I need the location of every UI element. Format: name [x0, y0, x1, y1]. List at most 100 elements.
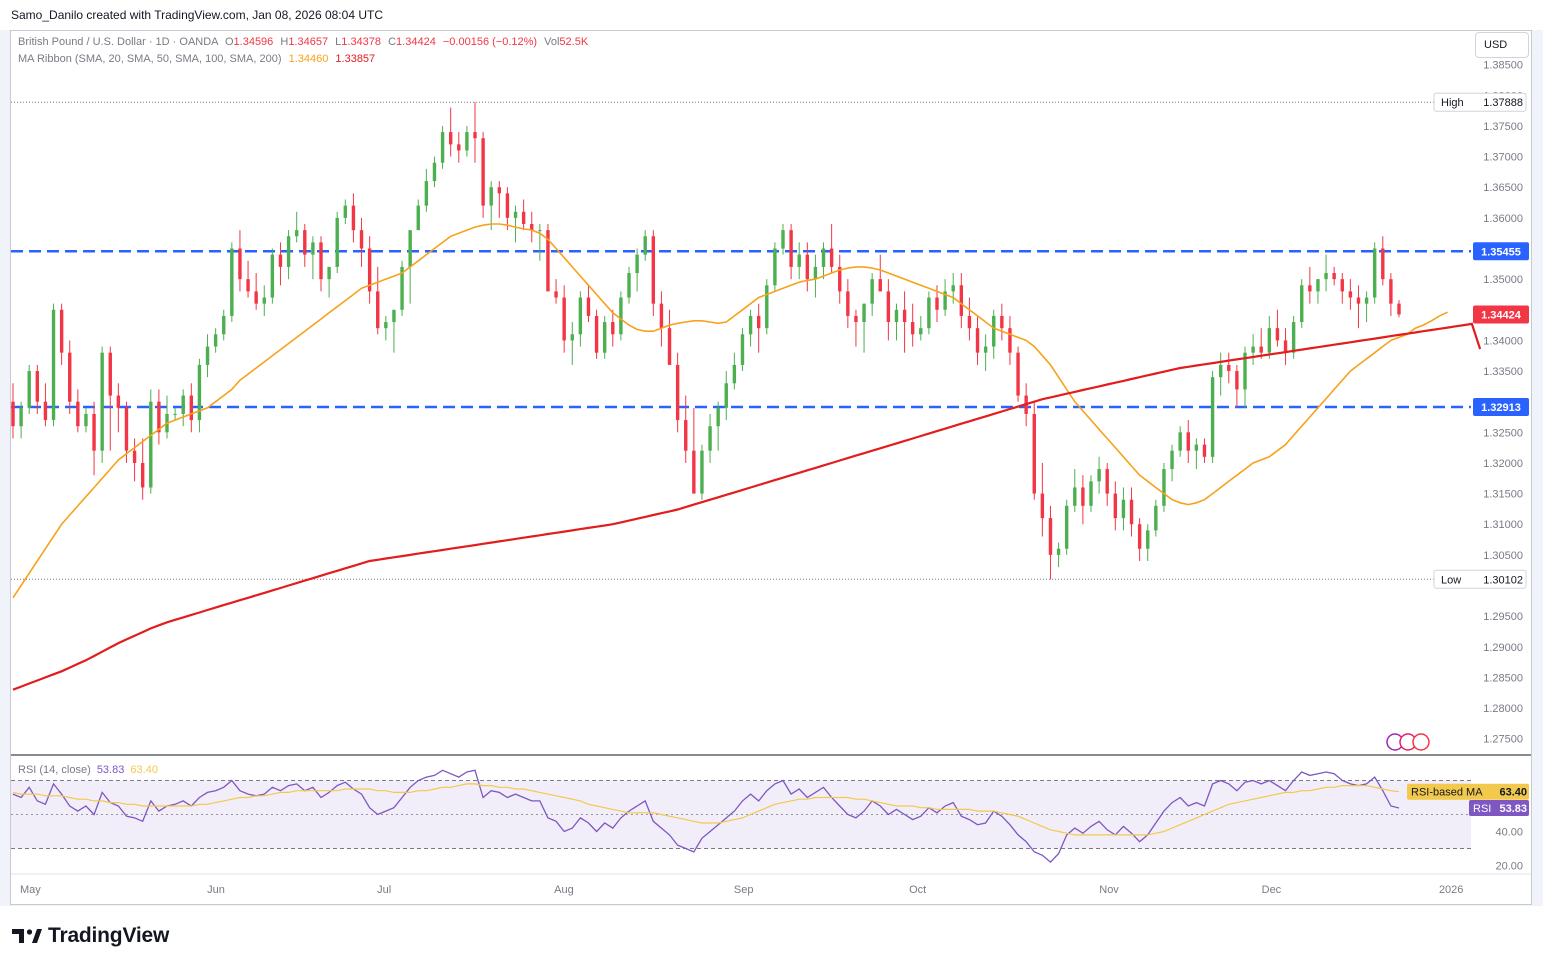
- candle-body: [756, 315, 761, 329]
- candle-body: [546, 230, 550, 292]
- candle-body: [92, 413, 96, 451]
- candle-body: [1008, 328, 1012, 353]
- candle-body: [594, 315, 599, 353]
- candle-body: [11, 401, 15, 427]
- ma-title: MA Ribbon (SMA, 20, SMA, 50, SMA, 100, S…: [18, 53, 282, 65]
- event-flag-icon: [1412, 733, 1430, 751]
- tradingview-logo[interactable]: TradingView: [12, 924, 169, 948]
- vol-value: 52.5K: [559, 36, 589, 48]
- candle-body: [384, 322, 388, 329]
- candle-body: [1340, 279, 1344, 292]
- chart-frame[interactable]: 1.385001.380001.375001.370001.365001.360…: [10, 30, 1532, 905]
- price-tick-label: 1.28500: [1483, 672, 1523, 684]
- candle-body: [35, 371, 40, 402]
- price-axis-label: 1.32913: [1481, 402, 1521, 414]
- rsi-ma-axis-value: 63.40: [1499, 787, 1527, 799]
- time-axis-label: Aug: [554, 884, 574, 896]
- axes: 1.385001.380001.375001.370001.365001.360…: [11, 60, 1531, 896]
- candle-body: [1162, 469, 1166, 506]
- candle-body: [457, 144, 461, 151]
- chart-canvas[interactable]: 1.385001.380001.375001.370001.365001.360…: [11, 31, 1531, 904]
- candle-body: [862, 303, 866, 323]
- candle-body: [635, 254, 639, 274]
- rsi-axis-label-box: [1469, 799, 1529, 816]
- candle-body: [1032, 413, 1036, 494]
- candle-body: [124, 407, 129, 451]
- candle-body: [262, 297, 266, 304]
- candle-body: [538, 230, 542, 232]
- candle-body: [586, 297, 591, 316]
- candle-body: [1089, 481, 1093, 506]
- candle-body: [197, 364, 202, 421]
- candle-body: [1348, 291, 1353, 298]
- candle-body: [1235, 371, 1239, 390]
- price-tick-label: 1.37000: [1483, 152, 1523, 164]
- candle-body: [1064, 505, 1069, 549]
- candle-body: [505, 193, 510, 218]
- candle-body: [1105, 469, 1109, 494]
- candle-body: [1356, 297, 1361, 304]
- candle-body: [1081, 487, 1085, 506]
- price-tick-label: 1.33500: [1483, 366, 1523, 378]
- candle-body: [1372, 248, 1377, 298]
- candle-body: [230, 248, 234, 316]
- candle-body: [983, 346, 988, 353]
- candle-body: [959, 285, 964, 316]
- currency-button[interactable]: USD: [1475, 32, 1529, 58]
- rsi-value: 53.83: [96, 764, 125, 776]
- rsi-pane: [11, 769, 1471, 863]
- low-value: 1.34378: [341, 36, 382, 48]
- price-tick-label: 1.36000: [1483, 213, 1523, 225]
- price-axis-label-box: [1473, 305, 1529, 324]
- footer: [0, 906, 1543, 966]
- candle-body: [140, 462, 145, 488]
- candle-body: [1397, 303, 1401, 315]
- candle-body: [84, 413, 88, 427]
- price-pane: [11, 101, 1482, 751]
- candle-body: [149, 401, 153, 488]
- candle-body: [684, 420, 688, 451]
- candle-body: [1251, 346, 1255, 353]
- candle-body: [51, 309, 56, 421]
- candle-body: [513, 211, 518, 218]
- candle-body: [400, 266, 404, 310]
- candle-body: [1097, 469, 1101, 482]
- time-axis-label: Jul: [377, 884, 391, 896]
- candle-body: [465, 132, 469, 151]
- close-value: 1.34424: [396, 36, 436, 48]
- candle-body: [943, 291, 947, 310]
- candle-body: [108, 352, 112, 396]
- time-axis-label: 2026: [1439, 884, 1463, 896]
- change-value: −0.00156 (−0.12%): [442, 36, 538, 48]
- open-value: 1.34596: [233, 36, 274, 48]
- candle-body: [1210, 377, 1215, 457]
- rsi-ma-value: 63.40: [130, 764, 158, 776]
- candle-body: [1300, 285, 1304, 323]
- candle-body: [1000, 315, 1004, 329]
- candle-body: [1283, 340, 1288, 353]
- candle-body: [659, 303, 664, 329]
- candle-body: [797, 254, 801, 267]
- low-marker-box: [1433, 569, 1527, 589]
- candle-body: [1113, 493, 1118, 519]
- candle-body: [692, 450, 696, 494]
- candle-body: [878, 279, 882, 292]
- high-label: H: [280, 36, 289, 48]
- candle-body: [919, 328, 923, 335]
- candle-body: [627, 273, 631, 298]
- candle-body: [278, 254, 283, 267]
- symbol-title: British Pound / U.S. Dollar · 1D · OANDA: [18, 36, 218, 48]
- candle-body: [497, 187, 502, 194]
- rsi-tick-label: 40.00: [1495, 827, 1523, 839]
- rsi-axis-value: 53.83: [1499, 803, 1527, 815]
- candle-body: [1259, 346, 1263, 353]
- price-tick-label: 1.32000: [1483, 458, 1523, 470]
- candle-body: [651, 236, 656, 304]
- price-tick-label: 1.31000: [1483, 519, 1523, 531]
- price-tick-label: 1.28000: [1483, 703, 1523, 715]
- rsi-line: [12, 769, 1400, 863]
- candle-body: [789, 230, 793, 267]
- vol-label: Vol: [544, 36, 560, 48]
- candle-body: [1178, 432, 1182, 451]
- candle-body: [1056, 548, 1061, 555]
